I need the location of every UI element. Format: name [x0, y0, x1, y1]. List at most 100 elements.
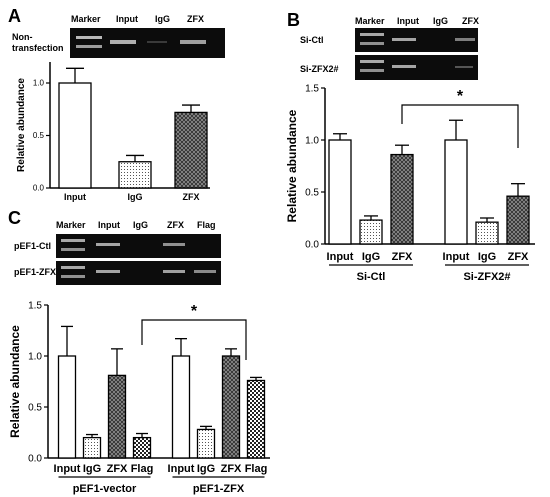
- y-tick-label: 0.0: [305, 239, 319, 250]
- panel-letter-b: B: [287, 10, 300, 30]
- y-tick-label: 0.5: [305, 187, 319, 198]
- gel-b-lane-igg: IgG: [433, 16, 448, 26]
- significance-bracket: [401, 104, 519, 148]
- gel-c-lane-marker: Marker: [56, 220, 86, 230]
- significance-label: *: [191, 303, 198, 320]
- group-label: pEF1-ZFX: [193, 483, 245, 495]
- panel-letter-a: A: [8, 6, 21, 26]
- x-tick-label: Input: [168, 463, 195, 475]
- group-label: pEF1-vector: [73, 483, 137, 495]
- gel-a-row-label: Non- transfection: [12, 32, 64, 53]
- gel-b-band-zfx: [455, 38, 475, 41]
- gel-b-lane-input: Input: [397, 16, 419, 26]
- gel-c-lane-flag: Flag: [197, 220, 216, 230]
- bar: [58, 82, 92, 189]
- gel-a-band-igg: [147, 41, 167, 43]
- bar: [444, 139, 468, 245]
- gel-c-row-pef1-ctl: pEF1-Ctl: [14, 241, 51, 251]
- y-tick-label: 1.5: [305, 83, 319, 94]
- gel-c-band-marker: [61, 248, 85, 251]
- bar: [174, 111, 208, 189]
- gel-b-band-zfx: [455, 66, 473, 68]
- y-tick-label: 0.0: [28, 453, 42, 464]
- x-tick-label: ZFX: [183, 192, 200, 202]
- gel-c-band-zfx: [163, 243, 185, 246]
- gel-panel-a: Marker Input IgG ZFX Non- transfection: [12, 14, 225, 58]
- x-tick-label: IgG: [362, 251, 380, 263]
- x-tick-label: ZFX: [107, 463, 128, 475]
- y-tick-label: 1.5: [28, 300, 42, 311]
- gel-a-band-zfx: [180, 40, 206, 44]
- y-axis-label: Relative abundance: [285, 109, 299, 222]
- x-tick-label: IgG: [128, 192, 143, 202]
- x-tick-label: ZFX: [221, 463, 242, 475]
- gel-c-band-marker: [61, 266, 85, 269]
- gel-a-band-input: [110, 40, 136, 44]
- y-tick-label: 0.5: [33, 131, 45, 140]
- bar: [475, 221, 499, 245]
- gel-a-band-marker: [76, 36, 102, 39]
- gel-b-row-si-ctl: Si-Ctl: [300, 35, 324, 45]
- bar: [221, 355, 241, 459]
- x-tick-label: Input: [327, 251, 354, 263]
- bar: [328, 139, 352, 245]
- bar: [57, 355, 77, 459]
- panel-letter-c: C: [8, 208, 21, 228]
- group-label: Si-Ctl: [357, 271, 386, 283]
- x-tick-label: Input: [443, 251, 470, 263]
- x-tick-label: IgG: [478, 251, 496, 263]
- x-tick-label: ZFX: [392, 251, 413, 263]
- gel-b-lane-marker: Marker: [355, 16, 385, 26]
- significance-bracket: [141, 319, 247, 360]
- gel-b-band-input: [392, 38, 416, 41]
- y-tick-label: 0.0: [33, 184, 45, 193]
- gel-c-image-top: [56, 234, 221, 258]
- gel-panel-b: Marker Input IgG ZFX Si-Ctl Si-ZFX2#: [300, 16, 479, 80]
- x-tick-label: IgG: [197, 463, 215, 475]
- bar: [107, 374, 127, 459]
- y-tick-label: 1.0: [28, 351, 42, 362]
- gel-c-image-bottom: [56, 261, 221, 285]
- gel-c-band-marker: [61, 239, 85, 242]
- gel-b-band-marker: [360, 69, 384, 72]
- gel-c-lane-input: Input: [98, 220, 120, 230]
- chart-a: 0.0 0.5 1.0 Relative abundance Input IgG ZFX: [16, 62, 210, 202]
- gel-c-band-flag: [194, 270, 216, 273]
- x-tick-label: Flag: [245, 463, 268, 475]
- bar: [359, 219, 383, 245]
- bar: [390, 153, 414, 245]
- bar: [506, 195, 530, 245]
- gel-c-lane-zfx: ZFX: [167, 220, 184, 230]
- gel-c-band-marker: [61, 275, 85, 278]
- gel-b-band-marker: [360, 33, 384, 36]
- gel-a-lane-zfx: ZFX: [187, 14, 204, 24]
- bar: [171, 355, 191, 459]
- gel-c-band-zfx: [163, 270, 185, 273]
- gel-b-band-marker: [360, 60, 384, 63]
- bar: [132, 436, 152, 459]
- bar: [82, 436, 102, 459]
- gel-panel-c: Marker Input IgG ZFX Flag pEF1-Ctl pEF1-…: [14, 220, 221, 285]
- gel-b-row-si-zfx2: Si-ZFX2#: [300, 64, 339, 74]
- y-tick-label: 1.0: [305, 135, 319, 146]
- gel-a-lane-igg: IgG: [155, 14, 170, 24]
- group-label: Si-ZFX2#: [463, 271, 510, 283]
- bar: [246, 379, 266, 459]
- x-tick-label: ZFX: [508, 251, 529, 263]
- gel-b-band-input: [392, 65, 416, 68]
- gel-a-lane-input: Input: [116, 14, 138, 24]
- gel-b-lane-zfx: ZFX: [462, 16, 479, 26]
- y-axis-label: Relative abundance: [16, 78, 27, 172]
- y-tick-label: 1.0: [33, 79, 45, 88]
- gel-c-band-input: [96, 270, 120, 273]
- bar: [118, 161, 152, 189]
- x-tick-label: Input: [54, 463, 81, 475]
- x-tick-label: Input: [64, 192, 86, 202]
- gel-c-lane-igg: IgG: [133, 220, 148, 230]
- bar: [196, 428, 216, 459]
- x-tick-label: Flag: [131, 463, 154, 475]
- gel-a-band-marker: [76, 45, 102, 48]
- x-tick-label: IgG: [83, 463, 101, 475]
